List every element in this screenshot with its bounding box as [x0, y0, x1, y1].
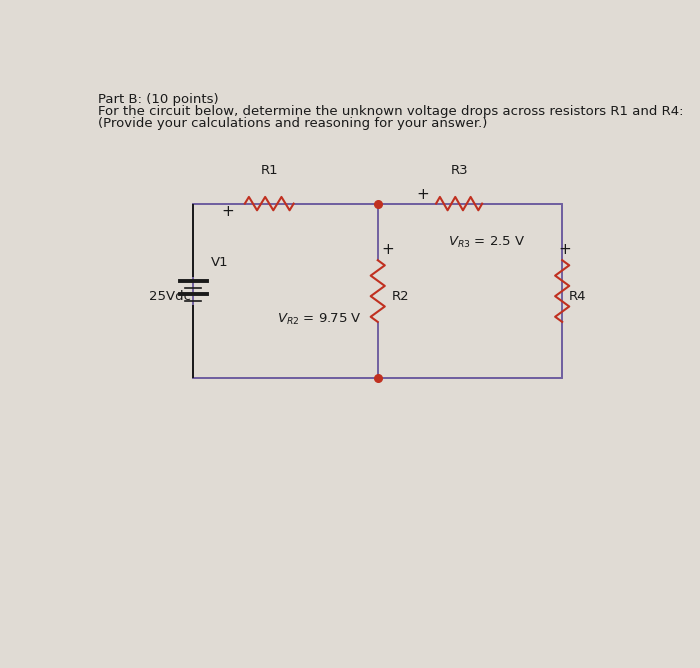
Text: For the circuit below, determine the unknown voltage drops across resistors R1 a: For the circuit below, determine the unk… — [98, 105, 684, 118]
Text: +: + — [221, 204, 234, 219]
Text: 25Vdc: 25Vdc — [148, 290, 190, 303]
Text: V1: V1 — [211, 257, 228, 269]
Text: Part B: (10 points): Part B: (10 points) — [98, 93, 219, 106]
Text: $V_{R3}$ = 2.5 V: $V_{R3}$ = 2.5 V — [448, 234, 526, 250]
Text: R3: R3 — [450, 164, 468, 177]
Text: R2: R2 — [391, 290, 409, 303]
Text: (Provide your calculations and reasoning for your answer.): (Provide your calculations and reasoning… — [98, 117, 488, 130]
Text: +: + — [416, 187, 429, 202]
Text: R4: R4 — [569, 290, 587, 303]
Bar — [193, 204, 562, 379]
Text: +: + — [381, 242, 394, 257]
Text: $V_{R2}$ = 9.75 V: $V_{R2}$ = 9.75 V — [277, 312, 363, 327]
Text: R1: R1 — [260, 164, 278, 177]
Text: +: + — [559, 242, 571, 257]
